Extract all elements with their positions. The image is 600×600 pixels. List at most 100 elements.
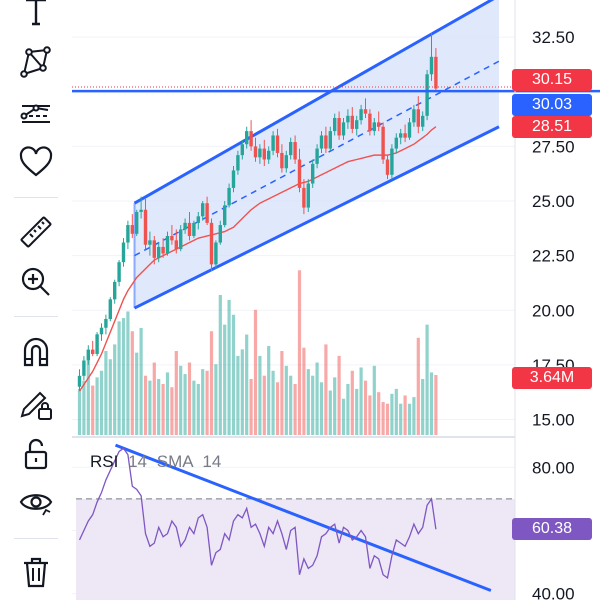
remove-tool[interactable] — [12, 548, 60, 596]
candle-body — [350, 115, 354, 129]
volume-bar — [262, 375, 266, 435]
volume-bar — [227, 299, 231, 435]
volume-bar — [161, 383, 165, 435]
measure-tool[interactable] — [12, 208, 60, 256]
candle-body — [187, 222, 192, 236]
volume-bar — [381, 402, 385, 435]
candle-body — [108, 299, 112, 320]
candle-body — [152, 240, 156, 258]
candle-body — [161, 246, 165, 254]
candle-body — [372, 122, 376, 132]
magnet-tool[interactable] — [12, 328, 60, 376]
candle-body — [337, 117, 341, 136]
volume-bar — [425, 324, 429, 435]
volume-bar — [271, 370, 275, 435]
rsi-legend-length: 14 — [128, 452, 147, 471]
volume-bar — [412, 397, 416, 435]
price-tick-label: 25.00 — [532, 192, 575, 211]
candle-body — [368, 113, 372, 132]
candle-body — [135, 211, 139, 234]
volume-bar — [368, 395, 372, 435]
volume-bar — [95, 377, 99, 435]
volume-bar — [280, 351, 284, 435]
candle-body — [403, 133, 407, 138]
volume-bar — [165, 372, 170, 435]
favorites-tool[interactable] — [12, 138, 60, 186]
volume-bar — [205, 370, 209, 435]
volume-bar — [355, 388, 359, 435]
candle-body — [82, 360, 86, 376]
candle-body — [223, 205, 227, 226]
forecast-icon — [20, 104, 50, 123]
candle-body — [346, 115, 350, 123]
price-tick-label-partial: 27.50 — [532, 137, 575, 156]
text-tool[interactable] — [12, 0, 60, 36]
candle-body — [328, 131, 332, 149]
volume-bar — [152, 362, 156, 435]
volume-bar — [289, 375, 293, 435]
volume-bar — [253, 309, 258, 435]
candle-body — [377, 122, 381, 127]
volume-bar — [421, 379, 425, 435]
volume-bar — [399, 403, 403, 435]
rsi-legend-sma-length: 14 — [202, 452, 221, 471]
candle-body — [355, 120, 359, 129]
pattern-tool[interactable] — [12, 38, 60, 86]
candle-body — [113, 281, 117, 300]
volume-bar — [302, 347, 306, 435]
candle-body — [192, 222, 196, 236]
candle-body — [315, 148, 319, 164]
volume-bar — [139, 327, 143, 435]
volume-bar — [135, 352, 139, 435]
candle-body — [324, 135, 328, 149]
volume-bar — [240, 349, 244, 435]
zoom-tool[interactable] — [12, 258, 60, 306]
toolbar-separator — [14, 197, 58, 198]
lock-all-tool[interactable] — [12, 430, 60, 478]
volume-bar — [293, 383, 297, 435]
candle-body — [267, 150, 271, 160]
candle-body — [341, 122, 346, 136]
volume-bar — [113, 344, 117, 435]
candle-body — [148, 240, 152, 245]
candle-body — [293, 142, 297, 160]
candle-body — [196, 216, 200, 223]
candle-body — [209, 222, 214, 265]
rsi-line — [78, 447, 437, 579]
candle-body — [399, 133, 403, 138]
candle-body — [174, 240, 178, 250]
candle-body — [385, 159, 390, 175]
volume-bar — [319, 382, 324, 435]
candle-body — [86, 349, 90, 361]
candle-body — [275, 135, 280, 153]
trash-icon — [24, 557, 48, 588]
price-tick-label: 20.00 — [532, 301, 575, 320]
volume-bar — [157, 379, 161, 435]
lock-drawing-tool[interactable] — [12, 380, 60, 428]
volume-bar — [341, 398, 346, 435]
rsi-legend[interactable]: RSI 14 SMA 14 — [90, 452, 221, 471]
volume-bar — [407, 403, 412, 435]
candle-body — [205, 203, 209, 223]
volume-bar — [394, 388, 398, 435]
price-label-badge: 3.64M — [512, 367, 592, 390]
volume-bar — [99, 370, 104, 435]
candle-body — [157, 246, 161, 258]
rsi-tick-label: 40.00 — [532, 585, 575, 600]
candle-body — [231, 170, 236, 188]
price-tick-label-partial: 15.00 — [532, 411, 575, 430]
volume-bar — [183, 374, 187, 435]
toolbar-separator — [14, 316, 58, 317]
candle-body — [249, 131, 253, 147]
volume-bars — [77, 270, 438, 435]
candlesticks — [77, 32, 438, 392]
prediction-tool[interactable] — [12, 90, 60, 138]
rsi-trendline — [114, 443, 492, 592]
volume-bar — [82, 380, 86, 435]
rsi-polyline — [78, 447, 437, 579]
candle-body — [104, 319, 108, 328]
hide-tool[interactable] — [12, 478, 60, 526]
volume-bar — [192, 380, 196, 435]
drawing-lines[interactable] — [72, 86, 600, 592]
